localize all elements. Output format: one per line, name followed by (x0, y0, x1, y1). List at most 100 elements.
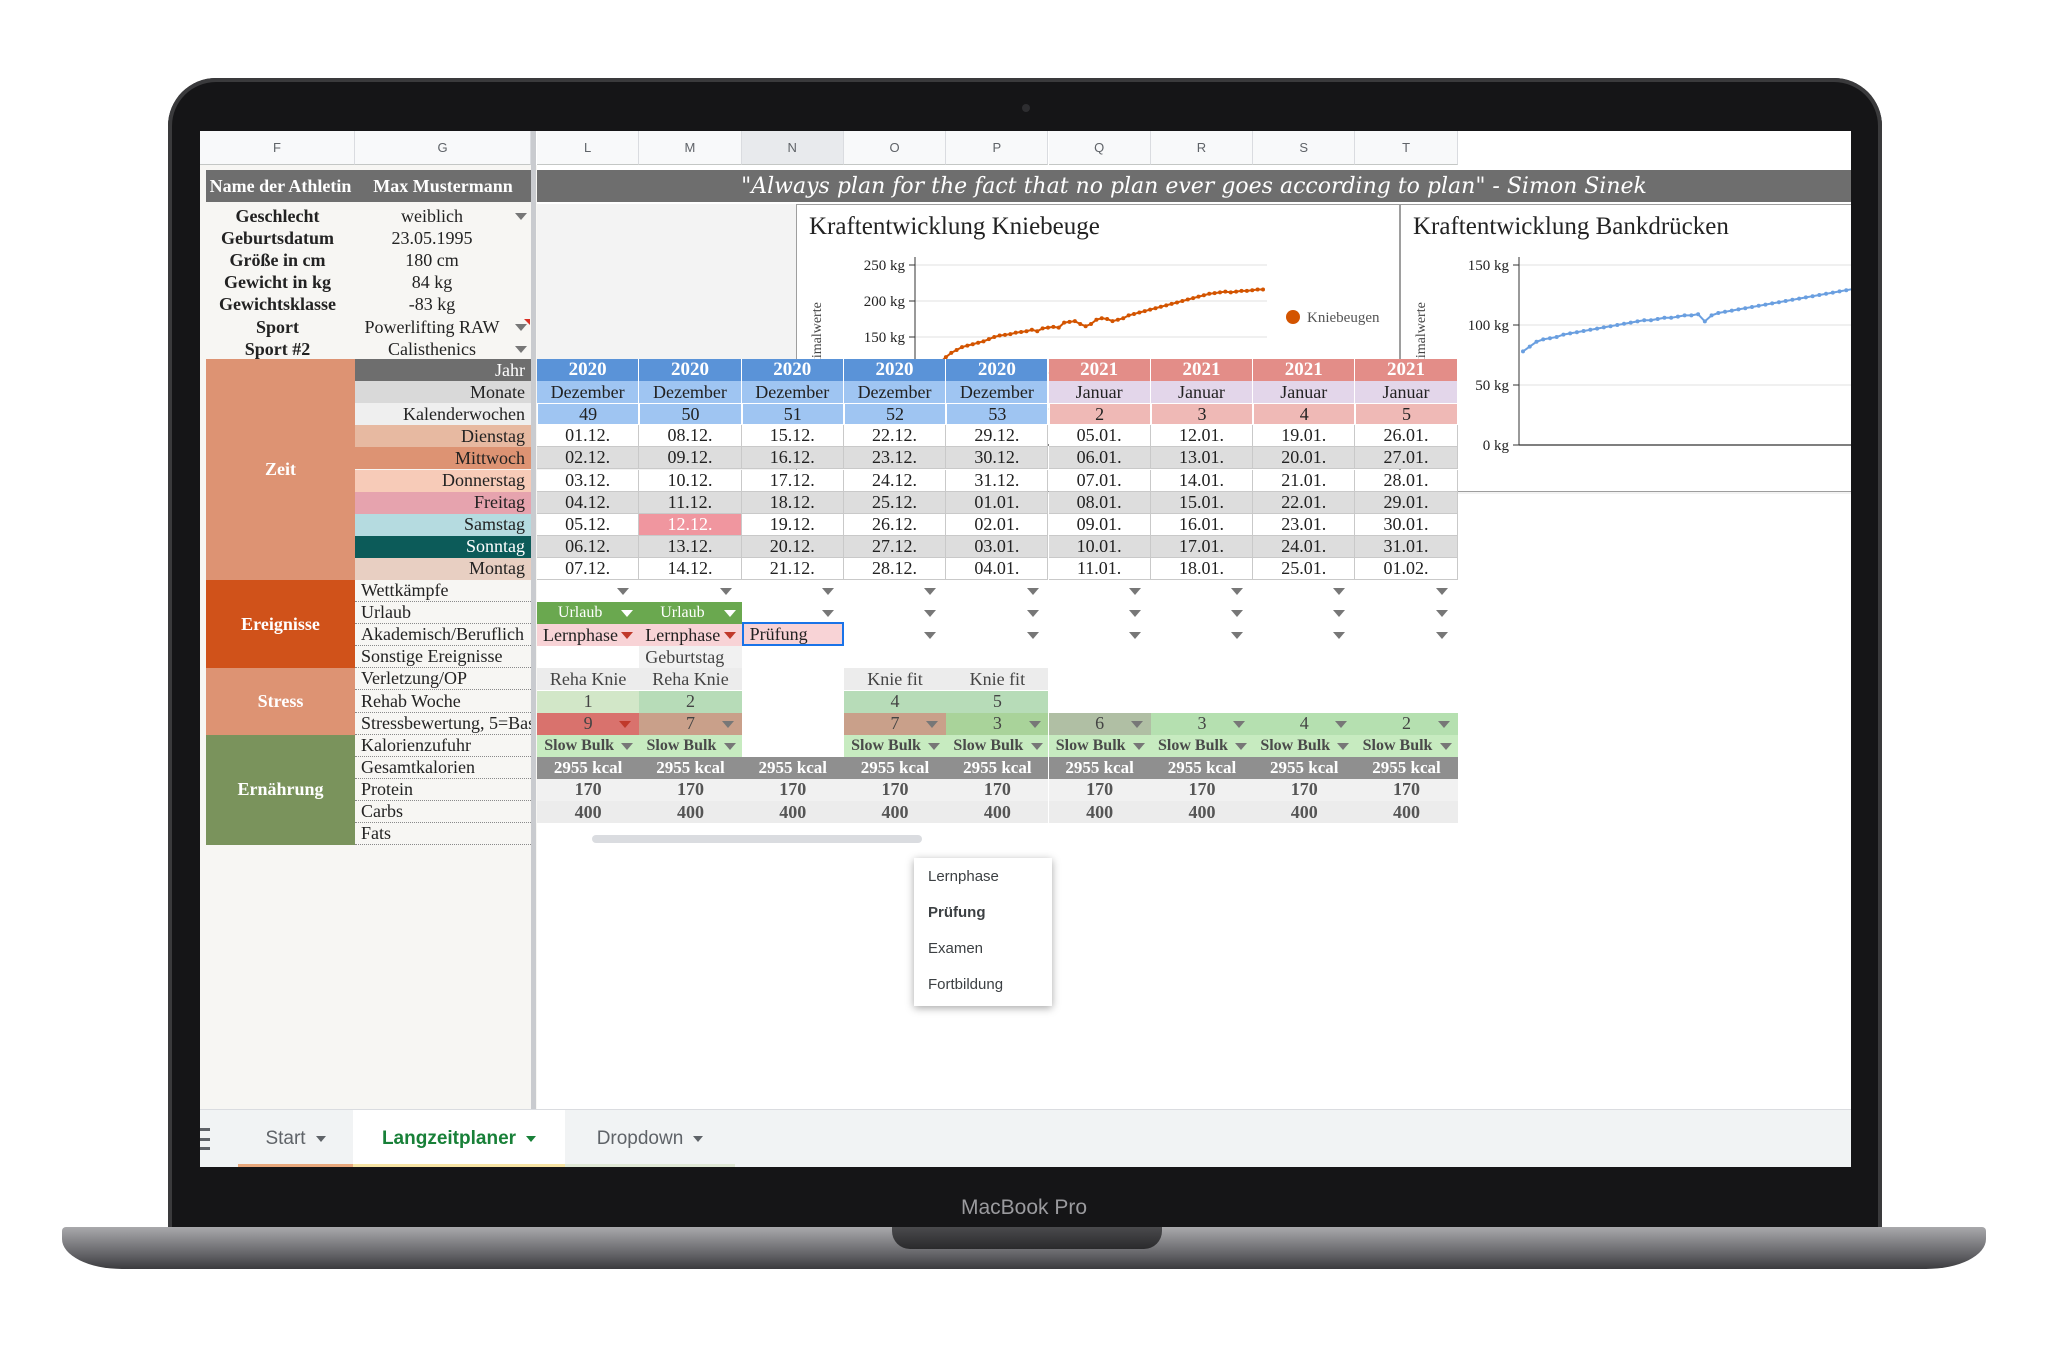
date-cell[interactable]: 23.12. (843, 447, 947, 470)
verletzung-cell[interactable]: Knie fit (946, 668, 1049, 691)
verletzung-cell[interactable]: Reha Knie (639, 668, 742, 691)
dropdown-arrow-icon[interactable] (515, 324, 527, 331)
kw-cell[interactable]: 51 (741, 403, 844, 426)
carbs-cell[interactable]: 400 (843, 801, 947, 824)
month-cell[interactable]: Dezember (946, 381, 1049, 404)
menu-item-lernphase[interactable]: Lernphase (928, 867, 999, 885)
date-cell[interactable]: 09.01. (1048, 513, 1151, 536)
dropdown-arrow-icon[interactable] (1026, 588, 1039, 595)
athlete-field-value[interactable]: -83 kg (408, 294, 456, 315)
date-cell[interactable]: 28.12. (843, 557, 947, 580)
date-cell[interactable]: 12.01. (1150, 425, 1254, 448)
year-cell[interactable]: 2020 (946, 359, 1049, 382)
date-cell[interactable]: 03.01. (946, 535, 1049, 558)
dropdown-arrow-icon[interactable] (1231, 632, 1244, 640)
date-cell[interactable]: 21.01. (1253, 469, 1356, 492)
protein-cell[interactable]: 170 (1150, 778, 1254, 801)
rehab-cell[interactable]: 4 (843, 690, 947, 713)
date-cell[interactable]: 21.12. (741, 557, 844, 580)
dropdown-arrow-icon[interactable] (719, 588, 732, 595)
column-header-o[interactable]: O (843, 131, 947, 165)
dropdown-arrow-icon[interactable] (1235, 742, 1248, 750)
rehab-cell[interactable]: 2 (639, 690, 742, 713)
geburtstag-cell[interactable]: Geburtstag (639, 646, 742, 669)
urlaub-chip[interactable]: Urlaub (639, 602, 742, 625)
column-header-s[interactable]: S (1253, 131, 1356, 165)
date-cell[interactable]: 15.12. (741, 425, 844, 448)
dropdown-arrow-icon[interactable] (928, 742, 941, 750)
year-cell[interactable]: 2020 (639, 359, 742, 382)
year-cell[interactable]: 2021 (1048, 359, 1151, 382)
date-cell[interactable]: 04.01. (946, 557, 1049, 580)
protein-cell[interactable]: 170 (1048, 778, 1151, 801)
dropdown-arrow-icon[interactable] (1130, 720, 1143, 728)
dropdown-arrow-icon[interactable] (924, 632, 937, 640)
date-cell[interactable]: 30.12. (946, 447, 1049, 470)
dropdown-arrow-icon[interactable] (1030, 742, 1043, 750)
pruefung-active-cell[interactable]: Prüfung (741, 622, 844, 647)
date-cell[interactable]: 27.01. (1355, 447, 1458, 470)
carbs-cell[interactable]: 400 (639, 801, 742, 824)
dropdown-arrow-icon[interactable] (1231, 610, 1244, 618)
date-cell[interactable]: 06.01. (1048, 447, 1151, 470)
kw-cell[interactable]: 50 (639, 403, 742, 426)
month-cell[interactable]: Dezember (537, 381, 640, 404)
dropdown-arrow-icon[interactable] (1132, 742, 1145, 750)
kw-cell[interactable]: 52 (843, 403, 947, 426)
date-cell[interactable]: 02.01. (946, 513, 1049, 536)
dropdown-arrow-icon[interactable] (1435, 588, 1448, 595)
dropdown-arrow-icon[interactable] (721, 720, 734, 728)
dropdown-arrow-icon[interactable] (621, 742, 634, 750)
column-header-n[interactable]: N (741, 131, 844, 165)
dropdown-arrow-icon[interactable] (926, 720, 939, 728)
dropdown-arrow-icon[interactable] (617, 588, 630, 595)
date-cell[interactable]: 08.01. (1048, 491, 1151, 514)
stress-rating-cell[interactable]: 4 (1253, 712, 1356, 735)
month-cell[interactable]: Januar (1150, 381, 1254, 404)
carbs-cell[interactable]: 400 (1355, 801, 1458, 824)
menu-item-fortbildung[interactable]: Fortbildung (928, 975, 1004, 993)
dropdown-arrow-icon[interactable] (723, 610, 736, 618)
date-cell[interactable]: 14.01. (1150, 469, 1254, 492)
year-cell[interactable]: 2021 (1253, 359, 1356, 382)
protein-cell[interactable]: 170 (1253, 778, 1356, 801)
athlete-field-value[interactable]: Calisthenics (388, 338, 476, 359)
dropdown-arrow-icon[interactable] (924, 588, 937, 595)
column-header-t[interactable]: T (1355, 131, 1458, 165)
date-cell[interactable]: 31.01. (1355, 535, 1458, 558)
dropdown-arrow-icon[interactable] (1439, 742, 1452, 750)
date-cell[interactable]: 01.12. (537, 425, 640, 448)
date-cell[interactable]: 11.12. (639, 491, 742, 514)
protein-cell[interactable]: 170 (1355, 778, 1458, 801)
tab-dropdown[interactable]: Dropdown (565, 1110, 735, 1167)
dropdown-arrow-icon[interactable] (1026, 632, 1039, 640)
date-cell[interactable]: 18.01. (1150, 557, 1254, 580)
stress-rating-cell[interactable]: 6 (1048, 712, 1151, 735)
dropdown-arrow-icon[interactable] (1437, 720, 1450, 728)
menu-item-pruefung[interactable]: Prüfung (928, 903, 986, 921)
date-cell[interactable]: 07.01. (1048, 469, 1151, 492)
date-cell[interactable]: 06.12. (537, 535, 640, 558)
kw-cell[interactable]: 2 (1048, 403, 1151, 426)
date-cell[interactable]: 05.12. (537, 513, 640, 536)
stress-rating-cell[interactable]: 3 (1150, 712, 1254, 735)
date-cell[interactable]: 25.12. (843, 491, 947, 514)
carbs-cell[interactable]: 400 (1150, 801, 1254, 824)
date-cell[interactable]: 02.12. (537, 447, 640, 470)
dropdown-arrow-icon[interactable] (621, 632, 634, 640)
date-cell[interactable]: 11.01. (1048, 557, 1151, 580)
kalorienzufuhr-chip[interactable]: Slow Bulk (946, 734, 1049, 757)
athlete-field-value[interactable]: weiblich (401, 205, 463, 226)
year-cell[interactable]: 2020 (537, 359, 640, 382)
column-header-l[interactable]: L (537, 131, 640, 165)
athlete-name-value[interactable]: Max Mustermann (355, 170, 531, 202)
kalorienzufuhr-chip[interactable]: Slow Bulk (1150, 734, 1254, 757)
dropdown-arrow-icon[interactable] (515, 213, 527, 220)
dropdown-arrow-icon[interactable] (515, 346, 527, 354)
tab-langzeitplaner[interactable]: Langzeitplaner (353, 1110, 565, 1167)
date-cell[interactable]: 29.01. (1355, 491, 1458, 514)
dropdown-arrow-icon[interactable] (1026, 610, 1039, 618)
month-cell[interactable]: Dezember (639, 381, 742, 404)
month-cell[interactable]: Dezember (741, 381, 844, 404)
protein-cell[interactable]: 170 (537, 778, 640, 801)
